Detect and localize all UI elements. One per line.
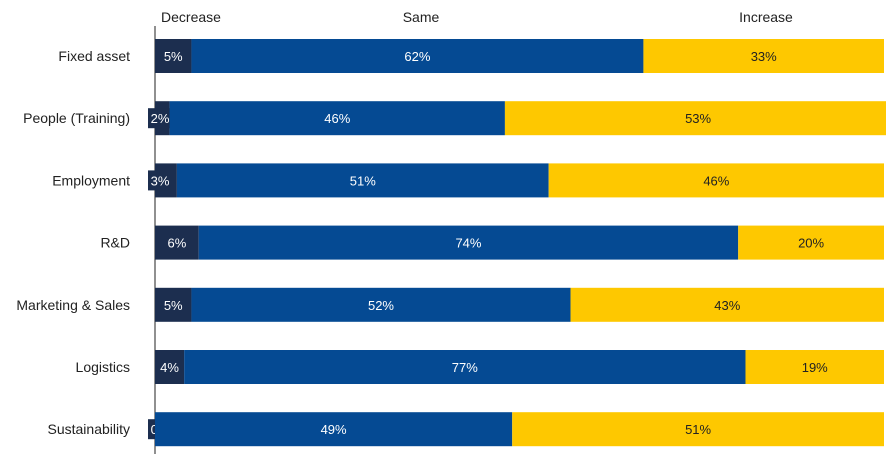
category-labels: Fixed asset People (Training) Employment R&…	[16, 48, 130, 437]
bar-increase-employment	[548, 163, 884, 198]
data-label-same-sustainability: 49%	[321, 422, 347, 437]
series-header-decrease: Decrease	[161, 9, 221, 25]
data-label-decrease-fixed-asset: 5%	[164, 49, 183, 64]
series-headers: Decrease Same Increase	[161, 9, 793, 25]
category-label-logistics: Logistics	[76, 359, 130, 375]
data-label-same-people-training: 46%	[324, 111, 350, 126]
bar-decrease-randd	[155, 225, 199, 260]
category-label-fixed-asset: Fixed asset	[58, 48, 130, 64]
bar-same-marketing-and-sales	[191, 287, 571, 322]
data-label-same-logistics: 77%	[452, 360, 478, 375]
bar-increase-people-training	[504, 101, 886, 136]
data-label-decrease-marketing-and-sales: 5%	[164, 298, 183, 313]
bar-increase-marketing-and-sales	[570, 287, 884, 322]
data-label-increase-sustainability: 51%	[685, 422, 711, 437]
bar-same-people-training	[169, 101, 505, 136]
bar-increase-logistics	[745, 350, 884, 384]
bar-same-fixed-asset	[191, 39, 644, 73]
bar-decrease-fixed-asset	[155, 39, 192, 73]
bar-increase-randd	[738, 225, 884, 260]
bar-decrease-logistics	[155, 350, 185, 384]
data-label-same-marketing-and-sales: 52%	[368, 298, 394, 313]
category-label-randd: R&D	[100, 235, 130, 251]
data-label-same-employment: 51%	[350, 173, 376, 188]
bar-same-randd	[198, 225, 739, 260]
bar-same-sustainability	[155, 412, 513, 447]
bar-increase-fixed-asset	[643, 39, 884, 73]
bar-same-employment	[176, 163, 549, 198]
category-label-people-training: People (Training)	[23, 110, 130, 126]
data-label-increase-fixed-asset: 33%	[751, 49, 777, 64]
bar-increase-sustainability	[512, 412, 884, 447]
data-label-increase-employment: 46%	[703, 173, 729, 188]
data-label-increase-marketing-and-sales: 43%	[714, 298, 740, 313]
data-label-decrease-employment: 3%	[151, 173, 170, 188]
category-label-employment: Employment	[52, 172, 130, 188]
label-backing-people-training	[148, 108, 172, 129]
data-label-same-fixed-asset: 62%	[404, 49, 430, 64]
data-label-same-randd: 74%	[455, 236, 481, 251]
series-header-increase: Increase	[739, 9, 793, 25]
data-label-increase-people-training: 53%	[685, 111, 711, 126]
bar-same-logistics	[184, 350, 746, 384]
category-label-sustainability: Sustainability	[48, 421, 131, 437]
data-label-decrease-logistics: 4%	[160, 360, 179, 375]
category-label-marketing-and-sales: Marketing & Sales	[16, 297, 130, 313]
series-header-same: Same	[403, 9, 440, 25]
data-label-increase-logistics: 19%	[802, 360, 828, 375]
bar-decrease-marketing-and-sales	[155, 287, 192, 322]
data-label-decrease-people-training: 2%	[151, 111, 170, 126]
bars-layer: 5% 62% 33% 2% 46% 53% 3% 51% 46% 6% 74% 20% 5% 52% 43%…	[148, 39, 886, 447]
label-backing-employment	[148, 170, 172, 191]
data-label-decrease-randd: 6%	[167, 236, 186, 251]
data-label-increase-randd: 20%	[798, 236, 824, 251]
